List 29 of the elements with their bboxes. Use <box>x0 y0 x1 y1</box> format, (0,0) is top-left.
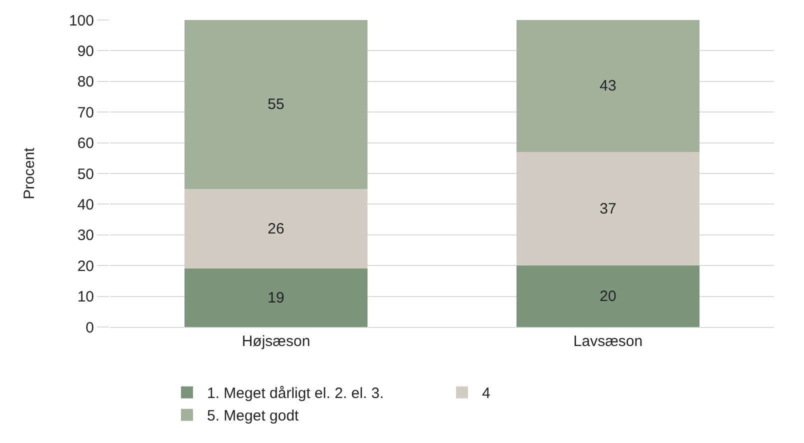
legend-label: 5. Meget godt <box>207 408 300 425</box>
bar <box>516 266 700 327</box>
x-tick-label: Lavsæson <box>573 333 643 350</box>
y-tick-label: 10 <box>77 288 94 306</box>
y-tick-label: 100 <box>68 12 94 30</box>
x-tick-label: Højsæson <box>242 333 310 350</box>
y-tick-label: 80 <box>77 74 94 91</box>
y-tick-label: 70 <box>77 104 94 122</box>
data-label: 26 <box>268 220 284 238</box>
data-label: 19 <box>268 289 284 306</box>
data-label: 55 <box>268 96 284 113</box>
data-label: 37 <box>600 200 616 218</box>
data-label: 43 <box>600 78 616 95</box>
bar <box>184 268 368 327</box>
y-tick-label: 20 <box>77 258 94 275</box>
bar <box>184 20 368 189</box>
y-tick-label: 60 <box>77 135 94 152</box>
y-tick-label: 30 <box>77 227 94 244</box>
y-tick-label: 50 <box>77 166 94 183</box>
bar <box>184 188 368 269</box>
legend-label: 1. Meget dårligt el. 2. el. 3. <box>207 385 384 402</box>
data-label: 20 <box>600 288 616 305</box>
bar <box>516 152 700 266</box>
y-tick-label: 90 <box>77 42 94 60</box>
y-axis-title: Procent <box>21 146 38 200</box>
y-tick-label: 0 <box>86 319 94 336</box>
legend-label: 4 <box>482 385 490 402</box>
bar <box>516 20 700 152</box>
y-tick-label: 40 <box>77 196 94 214</box>
